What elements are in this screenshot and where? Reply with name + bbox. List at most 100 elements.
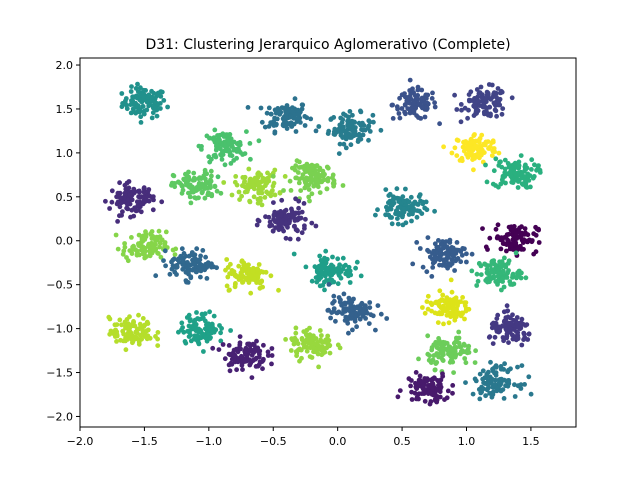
data-point: [469, 268, 475, 274]
data-point: [441, 257, 447, 263]
data-point: [499, 164, 505, 170]
data-point: [234, 367, 240, 373]
data-point: [199, 147, 204, 152]
data-point: [414, 394, 420, 400]
data-point: [384, 316, 390, 321]
data-point: [112, 328, 118, 334]
data-point: [123, 323, 128, 329]
data-point: [269, 223, 275, 228]
data-point: [421, 391, 427, 396]
cluster-27: [416, 329, 478, 375]
data-point: [519, 342, 525, 348]
data-point: [130, 321, 136, 326]
data-point: [480, 368, 486, 374]
data-point: [317, 328, 323, 333]
data-point: [193, 268, 199, 273]
data-point: [505, 320, 511, 326]
data-point: [336, 151, 342, 157]
data-point: [186, 177, 192, 183]
data-point: [122, 319, 128, 325]
data-point: [307, 198, 312, 204]
data-point: [323, 337, 329, 343]
data-point: [532, 162, 537, 168]
data-point: [179, 246, 185, 252]
data-point: [343, 128, 349, 134]
cluster-30: [463, 359, 534, 402]
data-point: [508, 167, 514, 173]
data-point: [386, 200, 391, 206]
data-point: [322, 287, 327, 293]
data-point: [167, 271, 173, 277]
data-point: [318, 337, 323, 343]
data-point: [239, 273, 245, 278]
data-point: [502, 157, 508, 163]
data-point: [260, 269, 266, 275]
data-point: [146, 244, 152, 250]
data-point: [419, 87, 425, 93]
data-point: [283, 213, 288, 219]
data-point: [496, 329, 502, 335]
data-point: [192, 317, 198, 323]
data-point: [162, 248, 168, 254]
data-point: [117, 213, 122, 219]
data-point: [414, 201, 420, 207]
data-point: [353, 265, 358, 271]
data-point: [303, 216, 308, 222]
data-point: [432, 208, 437, 214]
data-point: [242, 151, 248, 157]
data-point: [409, 378, 414, 383]
data-point: [324, 256, 330, 262]
data-point: [269, 353, 275, 358]
data-point: [430, 260, 436, 266]
data-point: [172, 252, 178, 257]
data-point: [462, 105, 468, 111]
data-point: [366, 137, 371, 143]
data-point: [433, 342, 438, 347]
data-point: [150, 194, 156, 200]
data-point: [331, 293, 337, 299]
data-point: [255, 171, 261, 177]
data-point: [244, 129, 249, 135]
data-point: [143, 229, 148, 235]
data-point: [255, 273, 261, 279]
data-point: [218, 338, 224, 344]
data-point: [340, 255, 346, 261]
data-point: [320, 282, 326, 288]
data-point: [259, 202, 265, 208]
plot-frame: [79, 57, 577, 428]
data-point: [214, 143, 219, 149]
data-point: [138, 333, 143, 338]
data-point: [140, 328, 146, 334]
data-point: [218, 146, 223, 152]
data-point: [136, 241, 141, 247]
data-point: [512, 160, 518, 166]
data-points: [103, 77, 543, 407]
data-point: [197, 316, 202, 322]
data-point: [308, 177, 314, 183]
data-point: [475, 108, 481, 114]
data-point: [516, 159, 522, 165]
data-point: [204, 180, 209, 186]
x-tick-label: 0.5: [393, 435, 411, 448]
x-tick-label: −1.5: [131, 435, 158, 448]
data-point: [502, 255, 507, 261]
data-point: [138, 108, 144, 114]
data-point: [310, 336, 315, 342]
data-point: [439, 241, 444, 247]
data-point: [303, 175, 309, 181]
data-point: [136, 232, 142, 238]
data-point: [146, 198, 152, 204]
data-point: [293, 163, 299, 169]
data-point: [396, 111, 402, 116]
data-point: [295, 116, 301, 121]
cluster-5: [196, 127, 262, 180]
data-point: [138, 85, 143, 91]
data-point: [449, 150, 455, 156]
data-point: [215, 174, 221, 180]
data-point: [321, 172, 327, 178]
data-point: [224, 257, 230, 262]
data-point: [463, 360, 469, 366]
data-point: [488, 263, 493, 268]
data-point: [188, 275, 194, 281]
